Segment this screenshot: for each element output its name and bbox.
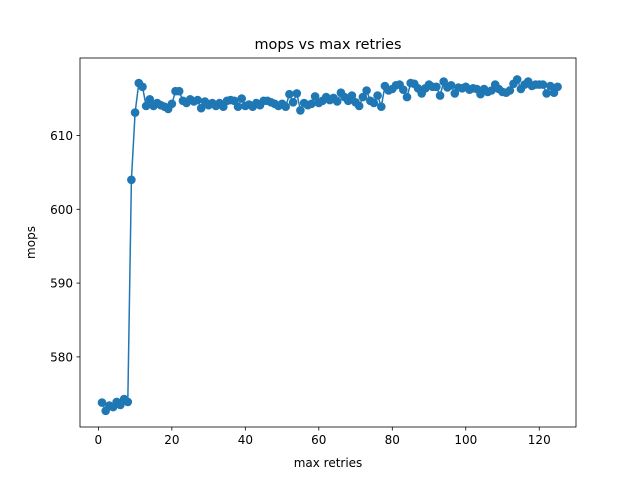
x-tick-label: 20 xyxy=(164,433,179,447)
y-tick-label: 600 xyxy=(50,203,73,217)
y-axis-ticks: 580 590 600 610 xyxy=(50,129,80,364)
data-point xyxy=(138,82,147,92)
data-point xyxy=(505,86,515,95)
data-point xyxy=(446,81,456,90)
data-point xyxy=(538,80,548,89)
data-point xyxy=(296,106,305,115)
data-point xyxy=(123,397,133,407)
x-tick-label: 60 xyxy=(311,433,326,447)
data-point xyxy=(233,102,243,111)
data-point xyxy=(553,82,562,92)
y-axis-label: mops xyxy=(24,226,38,259)
y-tick-label: 580 xyxy=(50,350,73,364)
x-axis-ticks: 0 20 40 60 80 100 120 xyxy=(95,427,551,447)
data-point xyxy=(377,102,386,111)
data-point xyxy=(347,91,357,100)
data-point xyxy=(542,89,551,98)
data-point xyxy=(432,82,441,92)
data-point xyxy=(167,99,177,109)
series-layer xyxy=(97,75,562,416)
data-point xyxy=(127,175,136,185)
data-point xyxy=(373,91,382,100)
data-point xyxy=(130,108,140,117)
data-point xyxy=(435,91,445,100)
data-point xyxy=(332,97,342,106)
data-point xyxy=(97,398,107,407)
data-point xyxy=(546,81,555,91)
data-point xyxy=(399,85,408,94)
y-tick-label: 610 xyxy=(50,129,73,143)
data-point xyxy=(402,92,412,102)
data-point xyxy=(196,103,206,113)
x-axis-label: max retries xyxy=(294,456,363,470)
x-tick-label: 120 xyxy=(528,433,551,447)
x-tick-label: 100 xyxy=(454,433,477,447)
y-tick-label: 590 xyxy=(50,277,73,291)
x-tick-label: 0 xyxy=(95,433,103,447)
x-tick-label: 80 xyxy=(385,433,400,447)
data-point xyxy=(141,101,151,111)
data-point xyxy=(193,95,202,105)
x-tick-label: 40 xyxy=(238,433,253,447)
data-point xyxy=(174,86,184,96)
data-point xyxy=(354,101,364,111)
data-point xyxy=(369,98,379,108)
chart-title: mops vs max retries xyxy=(255,37,402,53)
data-point xyxy=(358,92,368,102)
plot-frame xyxy=(79,57,577,428)
data-point xyxy=(281,102,291,111)
data-point xyxy=(512,75,522,84)
series-line xyxy=(101,77,559,413)
data-point xyxy=(237,94,246,103)
data-point xyxy=(292,89,302,98)
data-point xyxy=(285,89,294,99)
data-point xyxy=(145,95,155,104)
data-point xyxy=(362,86,371,95)
data-point xyxy=(288,98,298,107)
data-point xyxy=(307,99,316,109)
data-point xyxy=(310,92,320,101)
